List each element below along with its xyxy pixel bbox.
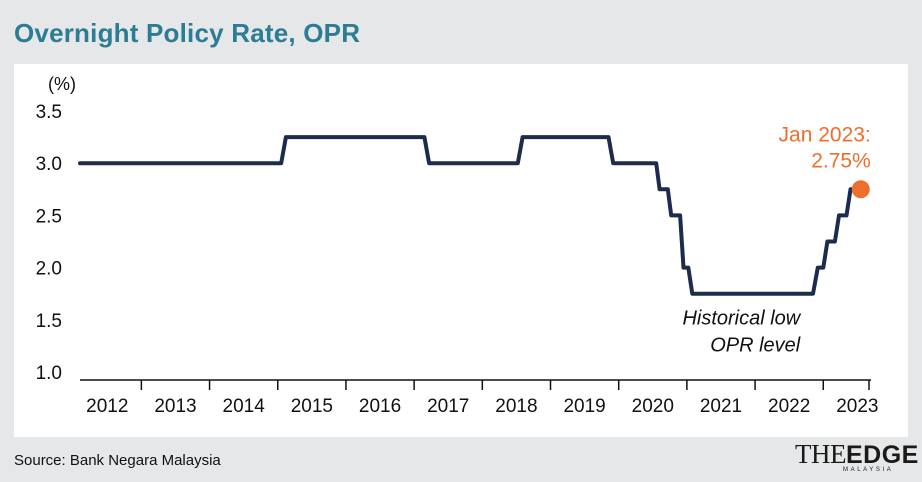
- x-tick-label: 2020: [632, 396, 674, 417]
- axes: (%) 1.0 1.5 2.0 2.5 3.0 3.5 2012 2013 2014 2015 201…: [36, 74, 879, 417]
- y-tick-label: 1.5: [36, 311, 62, 332]
- the-edge-logo: THEEDGE MALAYSIA: [795, 440, 918, 474]
- source-note: Source: Bank Negara Malaysia: [14, 452, 221, 469]
- x-tick-label: 2018: [495, 396, 537, 417]
- highlight-label-value: 2.75%: [811, 149, 871, 172]
- y-tick-label: 2.5: [36, 206, 62, 227]
- logo-the: THE: [795, 439, 846, 469]
- x-tick-label: 2022: [768, 396, 810, 417]
- x-tick-label: 2013: [154, 396, 196, 417]
- logo-subtitle: MALAYSIA: [843, 467, 894, 473]
- y-tick-label: 3.5: [36, 102, 62, 123]
- y-tick-label: 2.0: [36, 259, 62, 280]
- y-tick-label: 3.0: [36, 154, 62, 175]
- highlight-point-jan-2023: [851, 180, 870, 199]
- chart-title: Overnight Policy Rate, OPR: [14, 18, 361, 48]
- x-tick-label: 2023: [836, 396, 878, 417]
- x-tick-label: 2016: [359, 396, 401, 417]
- highlight-label-date: Jan 2023:: [779, 123, 871, 146]
- x-tick-label: 2012: [86, 396, 128, 417]
- historical-low-label-line2: OPR level: [710, 335, 801, 357]
- series: [78, 135, 870, 296]
- historical-low-label-line1: Historical low: [682, 308, 801, 330]
- annotations: Jan 2023: 2.75% Historical low OPR level: [682, 123, 870, 356]
- logo-wordmark: THEEDGE: [795, 440, 919, 469]
- x-tick-label: 2019: [563, 396, 605, 417]
- opr-series-line: [78, 135, 863, 296]
- x-tick-label: 2021: [700, 396, 742, 417]
- x-tick-label: 2017: [427, 396, 469, 417]
- logo-edge: EDGE: [845, 441, 919, 469]
- opr-line-chart: (%) 1.0 1.5 2.0 2.5 3.0 3.5 2012 2013 2014 2015 201…: [36, 74, 879, 417]
- y-tick-label: 1.0: [36, 363, 62, 384]
- x-tick-label: 2014: [223, 396, 266, 417]
- x-tick-label: 2015: [291, 396, 333, 417]
- chart-panel: (%) 1.0 1.5 2.0 2.5 3.0 3.5 2012 2013 2014 2015 201…: [14, 64, 908, 437]
- y-axis-unit-label: (%): [48, 74, 76, 94]
